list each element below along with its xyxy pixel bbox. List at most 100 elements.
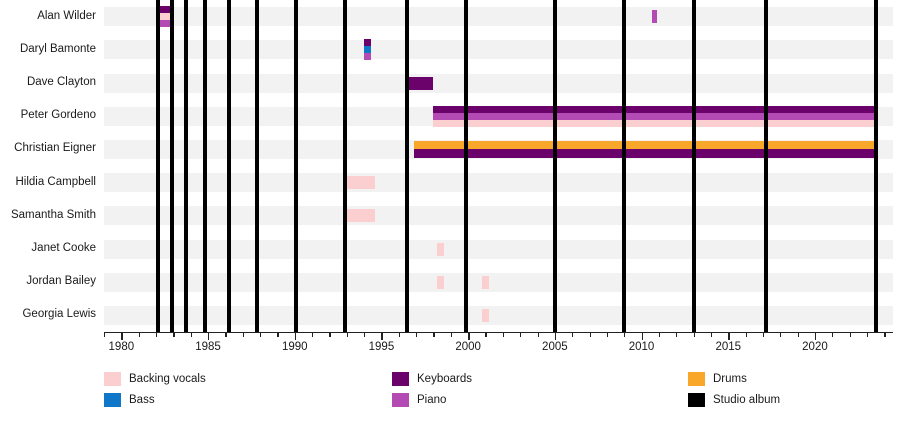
legend-item-backing-vocals[interactable]: Backing vocals	[104, 372, 206, 386]
timeline-bar	[436, 275, 444, 289]
axis-tick-label-2010: 2010	[628, 341, 655, 353]
plot-area	[104, 0, 893, 332]
axis-tick-major	[208, 332, 210, 340]
timeline-bar	[156, 13, 172, 21]
legend-label: Bass	[129, 394, 155, 406]
axis-tick-major	[641, 332, 643, 340]
row-band	[104, 73, 893, 93]
timeline-bar	[651, 10, 658, 24]
category-label-jordan-bailey: Jordan Bailey	[26, 275, 96, 288]
axis-tick-minor	[780, 332, 782, 337]
axis-tick-minor	[277, 332, 279, 337]
axis-tick-major	[814, 332, 817, 340]
axis-tick-minor	[416, 332, 418, 337]
axis-tick-minor	[242, 332, 244, 337]
legend-label: Keyboards	[417, 373, 472, 385]
axis-tick-major	[381, 332, 383, 340]
axis-tick-minor	[693, 332, 695, 337]
x-axis: 1980 1985 1990 1995 2000 2005 2010 2015 2020	[104, 332, 893, 353]
axis-tick-minor	[260, 332, 262, 337]
timeline-bar	[156, 6, 172, 14]
timeline-bar	[407, 76, 434, 90]
timeline-bar	[364, 46, 372, 54]
row-band	[104, 7, 893, 27]
studio-album-line	[343, 0, 348, 332]
timeline-bar	[156, 20, 172, 28]
axis-tick-minor	[849, 332, 851, 337]
studio-album-line	[691, 0, 696, 332]
legend-swatch-backing-vocals	[104, 372, 121, 386]
axis-tick-minor	[797, 332, 799, 337]
axis-tick-label-2020: 2020	[802, 341, 828, 353]
timeline-bar	[482, 308, 489, 322]
axis-tick-label-2005: 2005	[542, 341, 568, 353]
studio-album-line	[622, 0, 627, 332]
axis-tick-minor	[364, 332, 366, 337]
axis-tick-minor	[450, 332, 452, 337]
legend-item-studio-album[interactable]: Studio album	[688, 393, 780, 407]
axis-tick-minor	[884, 332, 886, 337]
axis-tick-major	[468, 332, 470, 340]
axis-tick-label-1980: 1980	[108, 341, 135, 353]
legend-swatch-studio-album	[688, 393, 705, 407]
axis-tick-minor	[537, 332, 539, 337]
axis-tick-major	[294, 332, 297, 340]
axis-tick-minor	[398, 332, 400, 337]
row-band	[104, 173, 893, 193]
axis-tick-minor	[866, 332, 869, 337]
category-label-georgia-lewis: Georgia Lewis	[22, 308, 96, 321]
timeline-bar	[343, 209, 375, 223]
studio-album-line	[405, 0, 410, 332]
axis-tick-minor	[624, 332, 626, 337]
axis-tick-minor	[346, 332, 348, 337]
legend-item-bass[interactable]: Bass	[104, 393, 155, 407]
timeline-bar	[433, 105, 878, 113]
category-label-janet-cooke: Janet Cooke	[31, 242, 96, 254]
studio-album-line	[764, 0, 769, 332]
axis-tick-minor	[485, 332, 487, 337]
legend-item-piano[interactable]: Piano	[392, 393, 446, 407]
legend-item-keyboards[interactable]: Keyboards	[392, 372, 472, 386]
axis-tick-minor	[173, 332, 175, 337]
legend-swatch-drums	[688, 372, 705, 386]
axis-tick-minor	[676, 332, 678, 337]
axis-tick-minor	[138, 332, 140, 337]
axis-line	[104, 332, 893, 334]
axis-tick-major	[121, 332, 123, 340]
studio-album-line	[464, 0, 469, 332]
legend-item-drums[interactable]: Drums	[688, 372, 747, 386]
axis-tick-minor	[710, 332, 713, 337]
row-band	[104, 272, 893, 292]
legend-label: Backing vocals	[129, 373, 206, 385]
legend-swatch-piano	[392, 393, 409, 407]
row-band	[104, 206, 893, 226]
studio-album-line	[552, 0, 557, 332]
axis-tick-major	[554, 332, 557, 340]
timeline-bar	[364, 39, 372, 47]
timeline-bar	[482, 275, 489, 289]
axis-tick-minor	[190, 332, 192, 337]
studio-album-line	[226, 0, 231, 332]
category-axis-labels: Alan Wilder Daryl Bamonte Dave Clayton Pete…	[0, 0, 98, 332]
axis-tick-label-1995: 1995	[368, 341, 395, 353]
category-label-alan-wilder: Alan Wilder	[37, 9, 96, 22]
axis-tick-minor	[658, 332, 661, 337]
axis-tick-label-2015: 2015	[715, 341, 742, 353]
axis-tick-minor	[502, 332, 505, 337]
studio-album-line	[202, 0, 207, 332]
axis-tick-minor	[104, 332, 106, 337]
axis-tick-minor	[156, 332, 158, 337]
category-label-christian-eigner: Christian Eigner	[14, 142, 96, 155]
timeline-bar	[414, 149, 878, 158]
category-label-dave-clayton: Dave Clayton	[26, 76, 96, 88]
timeline-bar	[436, 242, 444, 256]
row-band	[104, 239, 893, 259]
legend-label: Piano	[417, 394, 447, 406]
legend-label: Drums	[713, 373, 747, 385]
axis-tick-label-1985: 1985	[195, 341, 221, 353]
axis-tick-label-2000: 2000	[455, 341, 481, 353]
axis-tick-minor	[589, 332, 591, 337]
category-label-hildia-campbell: Hildia Campbell	[15, 175, 96, 188]
axis-tick-minor	[572, 332, 574, 337]
timeline-bar	[433, 112, 878, 120]
